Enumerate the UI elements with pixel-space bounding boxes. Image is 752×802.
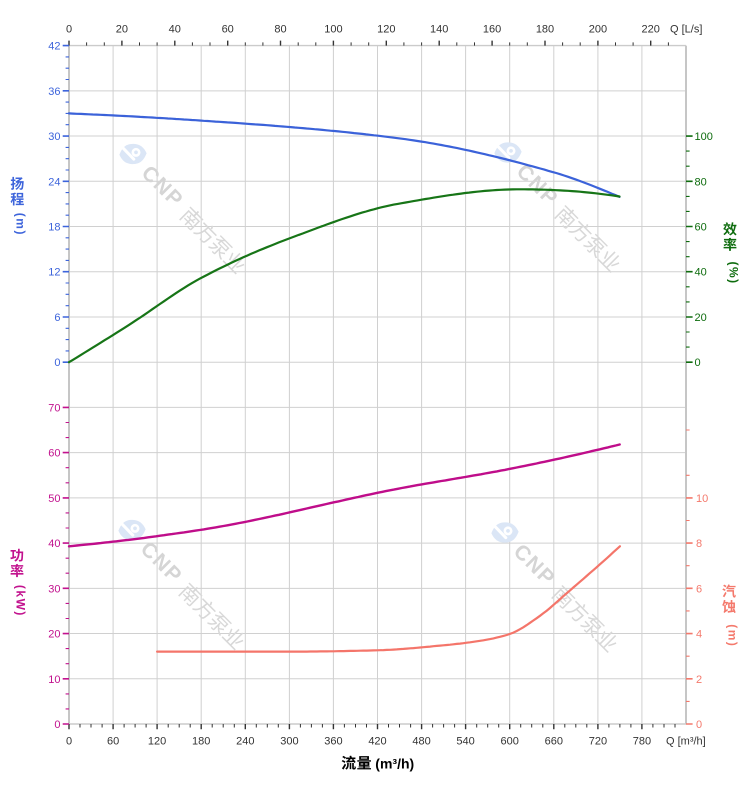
svg-text:80: 80 [695, 176, 707, 188]
svg-text:2: 2 [696, 674, 702, 686]
svg-text:40: 40 [695, 267, 707, 279]
svg-text:(kW): (kW) [13, 585, 27, 617]
svg-text:60: 60 [48, 448, 60, 460]
svg-text:720: 720 [589, 736, 607, 748]
svg-text:36: 36 [48, 86, 60, 98]
svg-text:20: 20 [695, 312, 707, 324]
svg-text:420: 420 [368, 736, 386, 748]
svg-text:100: 100 [695, 131, 713, 143]
svg-text:Q [m³/h]: Q [m³/h] [666, 736, 706, 748]
svg-text:12: 12 [48, 267, 60, 279]
svg-text:Q [L/s]: Q [L/s] [670, 24, 702, 36]
svg-text:18: 18 [48, 222, 60, 234]
svg-text:10: 10 [696, 493, 708, 505]
svg-text:60: 60 [222, 24, 234, 36]
svg-text:300: 300 [280, 736, 298, 748]
svg-text:0: 0 [54, 357, 60, 369]
svg-text:24: 24 [48, 176, 60, 188]
svg-text:60: 60 [107, 736, 119, 748]
svg-text:600: 600 [501, 736, 519, 748]
svg-text:200: 200 [589, 24, 607, 36]
svg-text:0: 0 [66, 736, 72, 748]
svg-text:220: 220 [642, 24, 660, 36]
svg-text:20: 20 [48, 629, 60, 641]
svg-text:6: 6 [696, 583, 702, 595]
svg-text:120: 120 [148, 736, 166, 748]
svg-text:10: 10 [48, 674, 60, 686]
svg-text:(%): (%) [726, 262, 740, 285]
svg-text:0: 0 [695, 357, 701, 369]
svg-text:60: 60 [695, 222, 707, 234]
svg-text:780: 780 [633, 736, 651, 748]
svg-text:42: 42 [48, 41, 60, 53]
svg-text:(m): (m) [14, 213, 28, 236]
svg-text:540: 540 [456, 736, 474, 748]
svg-text:180: 180 [536, 24, 554, 36]
svg-text:80: 80 [274, 24, 286, 36]
svg-text:40: 40 [48, 538, 60, 550]
svg-text:120: 120 [377, 24, 395, 36]
svg-text:20: 20 [116, 24, 128, 36]
svg-text:180: 180 [192, 736, 210, 748]
svg-text:0: 0 [696, 719, 702, 731]
svg-text:40: 40 [169, 24, 181, 36]
svg-text:70: 70 [48, 402, 60, 414]
svg-text:480: 480 [412, 736, 430, 748]
svg-text:660: 660 [545, 736, 563, 748]
svg-text:0: 0 [54, 719, 60, 731]
svg-text:100: 100 [324, 24, 342, 36]
svg-text:0: 0 [66, 24, 72, 36]
svg-text:240: 240 [236, 736, 254, 748]
svg-text:160: 160 [483, 24, 501, 36]
svg-text:8: 8 [696, 538, 702, 550]
svg-text:30: 30 [48, 131, 60, 143]
svg-text:6: 6 [54, 312, 60, 324]
svg-text:50: 50 [48, 493, 60, 505]
svg-text:(m): (m) [725, 624, 739, 647]
svg-text:140: 140 [430, 24, 448, 36]
svg-text:30: 30 [48, 583, 60, 595]
svg-text:(m³/h): (m³/h) [375, 755, 414, 771]
svg-text:360: 360 [324, 736, 342, 748]
svg-text:4: 4 [696, 629, 702, 641]
